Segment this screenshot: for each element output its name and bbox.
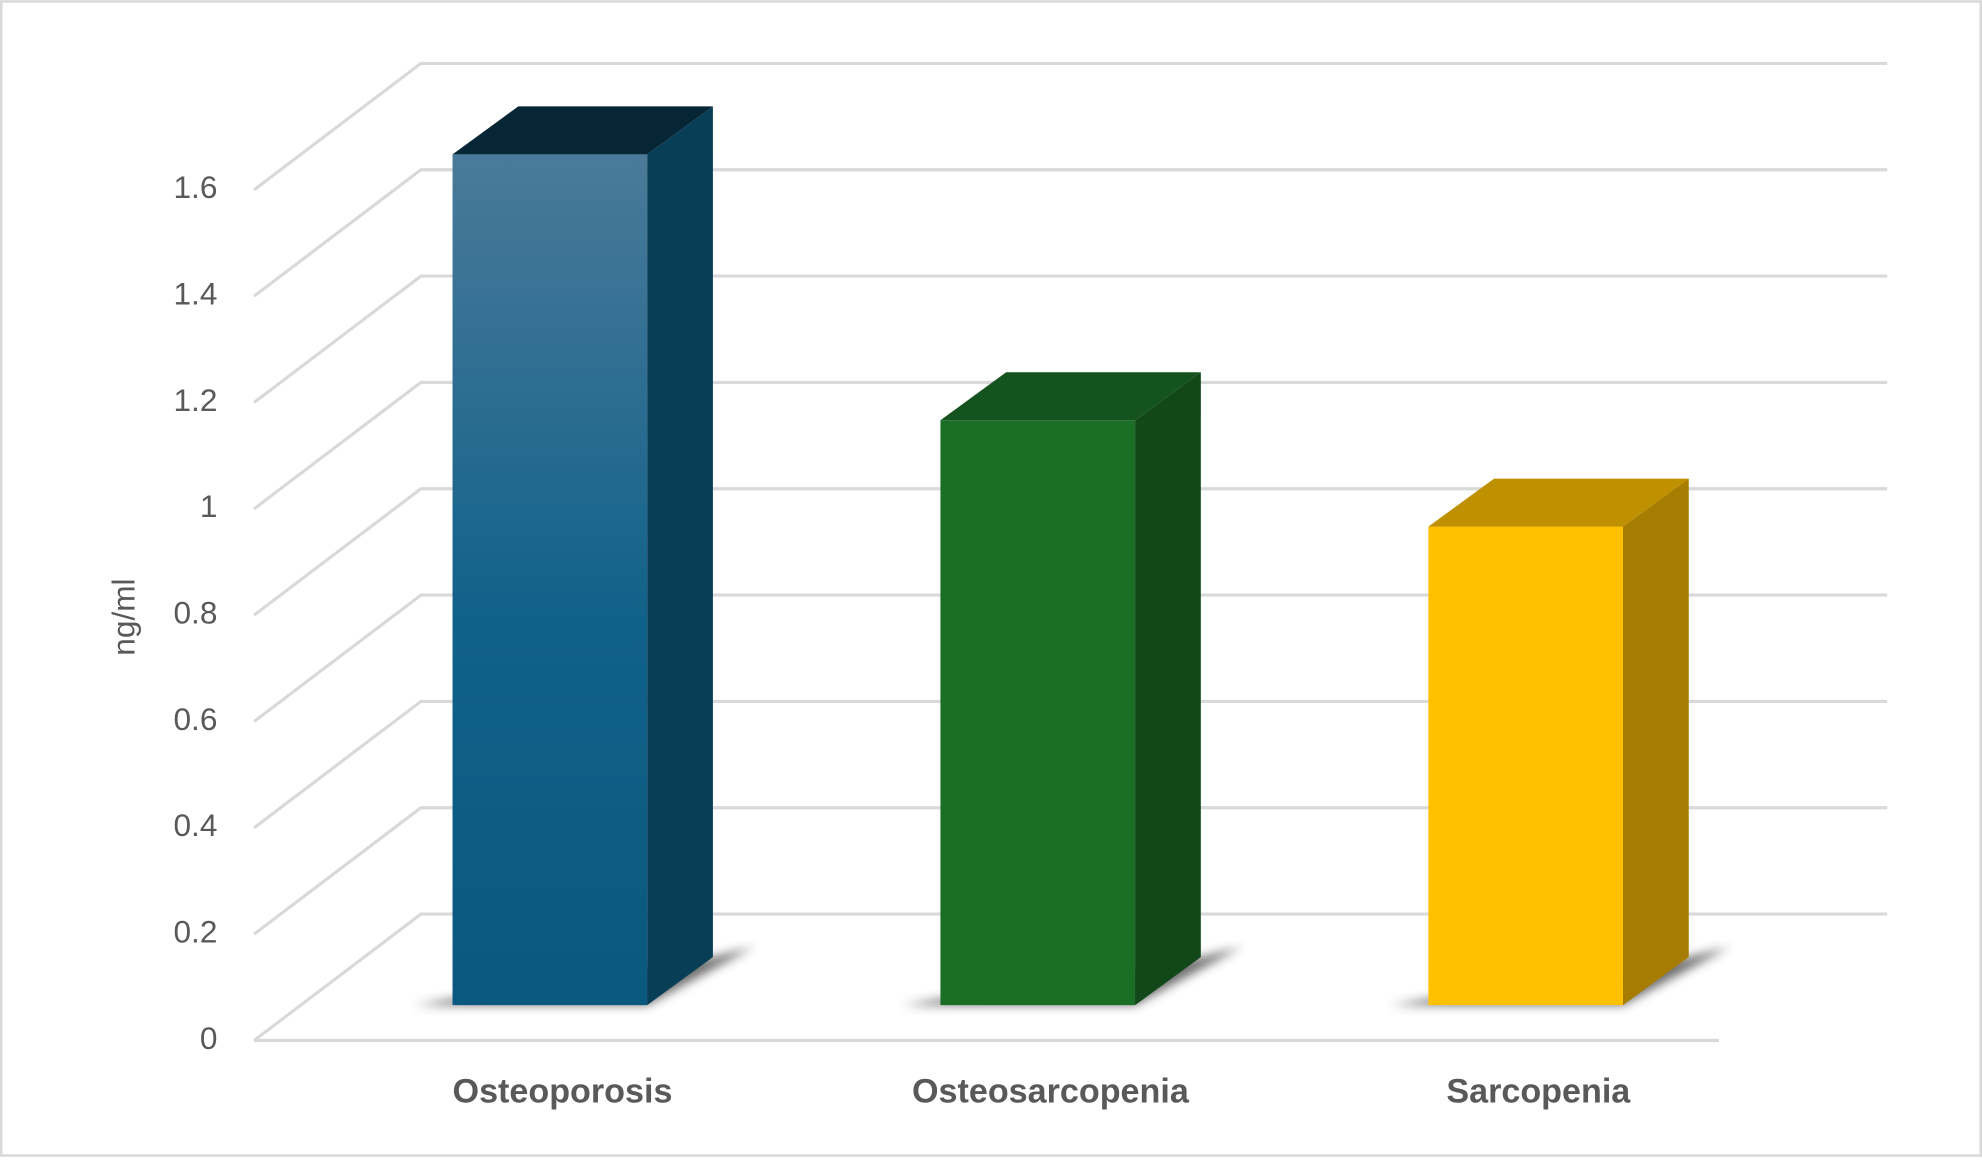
grid-line — [253, 168, 1888, 298]
y-tick-label: 0.2 — [173, 914, 217, 950]
grid-line — [253, 61, 1888, 192]
y-tick-label: 1.4 — [173, 275, 217, 311]
y-tick-label: 0.4 — [173, 807, 217, 843]
bar-top — [1428, 478, 1689, 527]
y-tick-label: 1.6 — [173, 169, 217, 205]
y-tick-label: 0.6 — [173, 701, 217, 737]
x-tick-label: Sarcopenia — [1446, 1073, 1631, 1111]
bar-shadow — [1390, 946, 1730, 1006]
grid-line — [253, 487, 1888, 617]
bar-side — [1135, 372, 1201, 1006]
grid-line — [253, 380, 1888, 511]
y-tick-label: 0 — [200, 1020, 218, 1056]
grid-line — [253, 806, 1888, 936]
y-tick-label: 1.2 — [173, 382, 217, 418]
grid-line — [253, 274, 1888, 404]
x-tick-label: Osteosarcopenia — [912, 1073, 1190, 1111]
y-tick-label: 0.8 — [173, 595, 217, 631]
bar-side — [647, 106, 713, 1006]
bar — [1428, 526, 1624, 1006]
y-tick-label: 1 — [200, 488, 218, 524]
x-tick-label: Osteoporosis — [453, 1073, 673, 1111]
grid-line — [253, 912, 1888, 1042]
bar-shadow — [902, 946, 1242, 1006]
bar-shadow — [414, 946, 754, 1006]
bar-top — [452, 106, 713, 155]
grid-line — [253, 699, 1888, 830]
bar-side — [1623, 478, 1689, 1006]
grid-line — [253, 593, 1888, 723]
bar — [940, 420, 1136, 1006]
bar-top — [940, 372, 1201, 421]
y-axis-label: ng/ml — [106, 578, 142, 655]
bar — [452, 154, 648, 1006]
